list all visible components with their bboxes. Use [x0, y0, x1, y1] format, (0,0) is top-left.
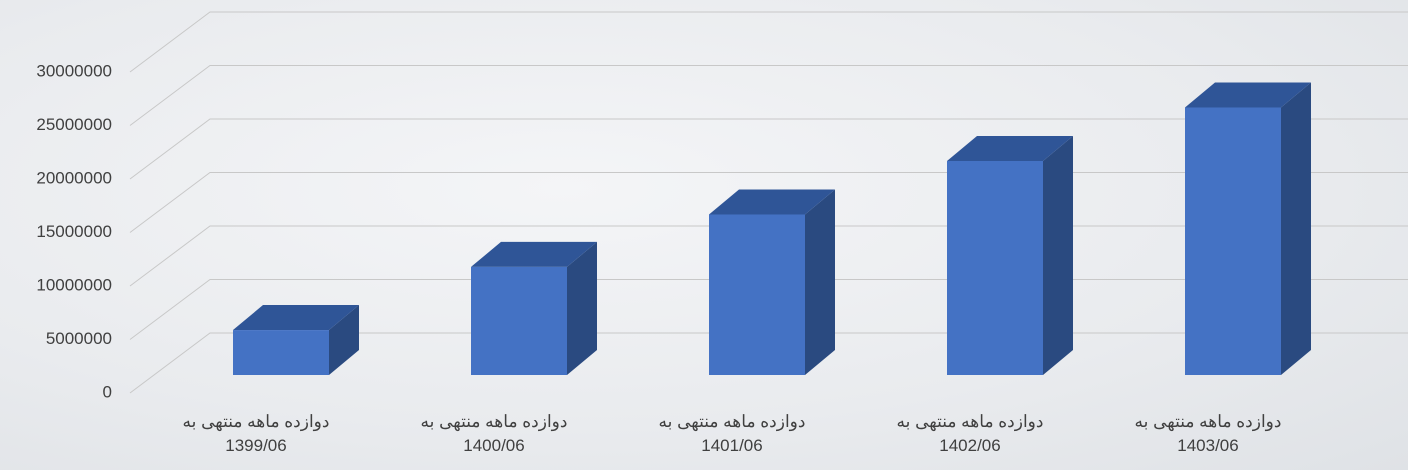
bar	[947, 161, 1043, 375]
y-tick-label: 25000000	[36, 115, 112, 134]
bar-group	[947, 136, 1073, 375]
bar-group	[1185, 83, 1311, 376]
x-tick-label: دوازده ماهه منتهی به 1403/06	[1093, 410, 1323, 458]
bar-group	[233, 305, 359, 375]
bar-side	[1281, 83, 1311, 376]
bar-side	[805, 190, 835, 376]
bar	[1185, 108, 1281, 376]
bar	[709, 215, 805, 376]
plot: 0 5000000 10000000 15000000 20000000 25000000…	[0, 0, 1408, 470]
bar-group	[471, 242, 597, 375]
chart: 0 5000000 10000000 15000000 20000000 25000000…	[0, 0, 1408, 470]
y-tick-label: 20000000	[36, 168, 112, 187]
x-tick-label: دوازده ماهه منتهی به 1402/06	[855, 410, 1085, 458]
y-tick-label: 0	[103, 382, 112, 401]
grid-line	[130, 12, 1408, 72]
y-tick-label: 10000000	[36, 275, 112, 294]
y-tick-label: 30000000	[36, 61, 112, 80]
x-tick-label: دوازده ماهه منتهی به 1400/06	[379, 410, 609, 458]
bar	[233, 330, 329, 375]
y-tick-label: 5000000	[46, 329, 112, 348]
bar-side	[1043, 136, 1073, 375]
y-tick-label: 15000000	[36, 222, 112, 241]
x-tick-label: دوازده ماهه منتهی به 1401/06	[617, 410, 847, 458]
bar	[471, 267, 567, 375]
x-tick-label: دوازده ماهه منتهی به 1399/06	[141, 410, 371, 458]
bar-group	[709, 190, 835, 376]
